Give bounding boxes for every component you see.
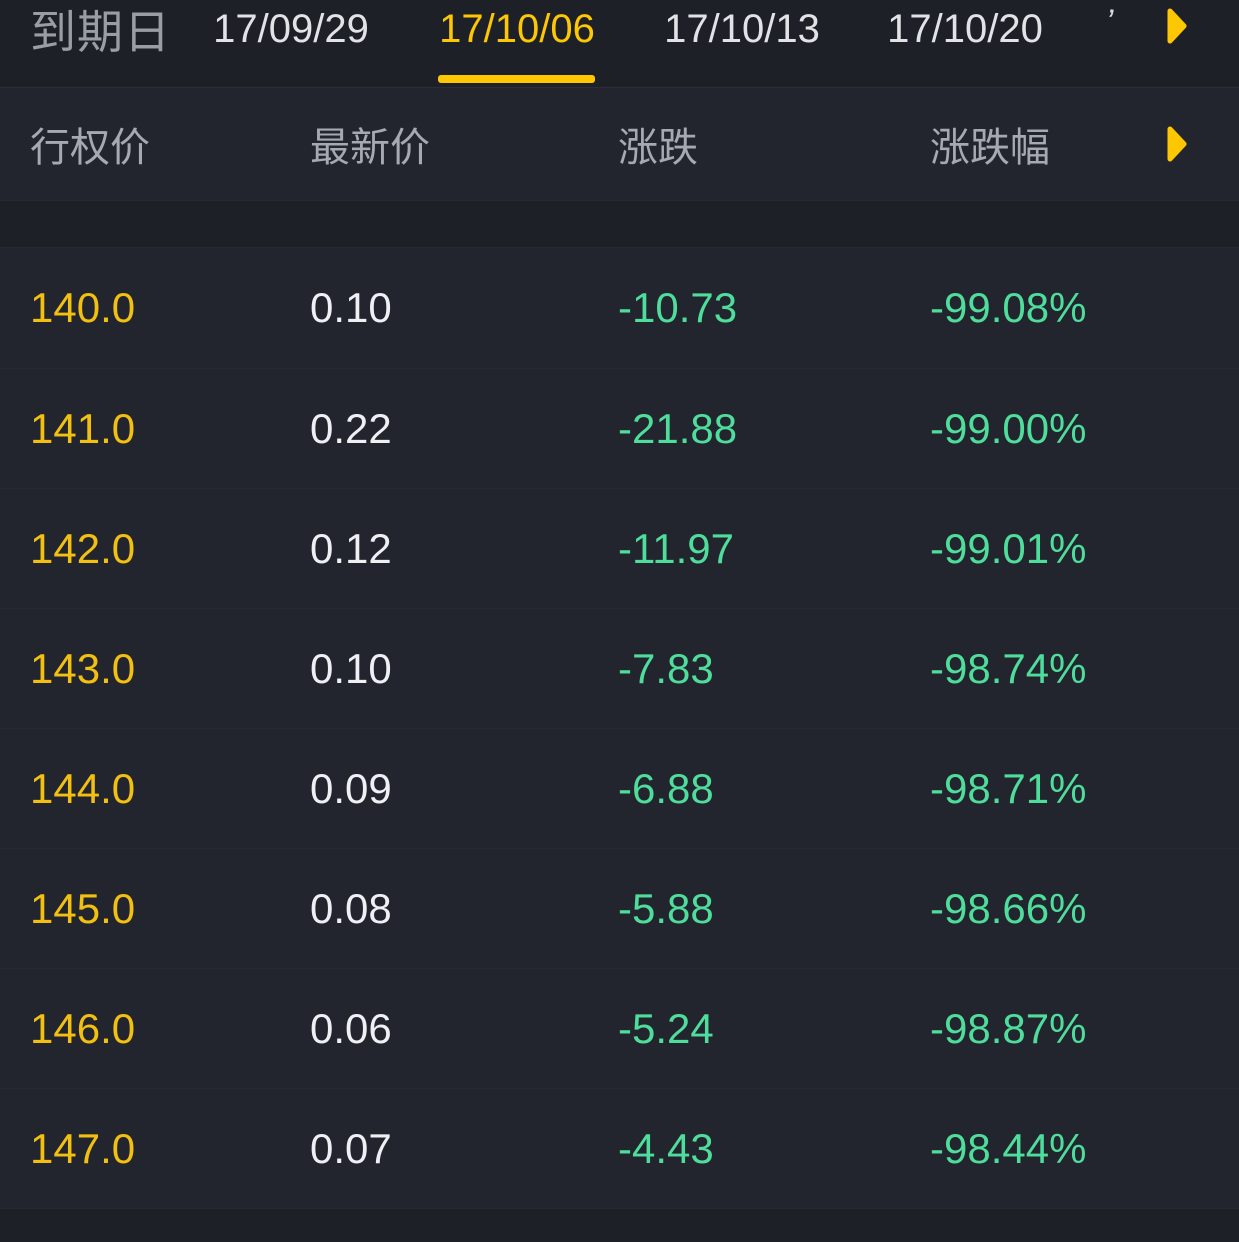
change-cell: -5.88 — [618, 884, 714, 932]
expiry-tab-3[interactable]: 17/10/20 — [887, 6, 1043, 51]
strike-cell: 141.0 — [30, 404, 136, 452]
expiry-tab-bar: 到期日 17/09/29 17/10/06 17/10/13 17/10/20 … — [0, 0, 1239, 88]
option-rows: 140.0 0.10 -10.73 -99.08% 141.0 0.22 -21… — [0, 248, 1239, 1208]
last-price-cell: 0.12 — [310, 524, 392, 572]
last-price-cell: 0.07 — [310, 1124, 392, 1172]
change-cell: -21.88 — [618, 404, 738, 452]
option-row[interactable]: 142.0 0.12 -11.97 -99.01% — [0, 488, 1239, 608]
change-cell: -11.97 — [618, 524, 734, 572]
change-cell: -6.88 — [618, 764, 714, 812]
more-columns-icon[interactable] — [1166, 124, 1188, 164]
separator-band-bottom — [0, 1208, 1239, 1242]
option-row[interactable]: 145.0 0.08 -5.88 -98.66% — [0, 848, 1239, 968]
last-price-cell: 0.06 — [310, 1004, 392, 1052]
change-pct-cell: -98.44% — [930, 1124, 1087, 1172]
change-cell: -4.43 — [618, 1124, 714, 1172]
change-pct-cell: -99.08% — [930, 284, 1087, 331]
expiry-tab-2[interactable]: 17/10/13 — [664, 6, 820, 51]
option-row[interactable]: 141.0 0.22 -21.88 -99.00% — [0, 368, 1239, 488]
column-header-strike: 行权价 — [30, 126, 150, 170]
column-header-last: 最新价 — [310, 126, 430, 170]
change-cell: -10.73 — [618, 284, 738, 331]
last-price-cell: 0.09 — [310, 764, 392, 812]
strike-cell: 144.0 — [30, 764, 136, 812]
change-pct-cell: -98.74% — [930, 644, 1087, 692]
strike-cell: 140.0 — [30, 284, 136, 331]
expiry-tab-0[interactable]: 17/09/29 — [213, 6, 369, 51]
option-row[interactable]: 146.0 0.06 -5.24 -98.87% — [0, 968, 1239, 1088]
strike-cell: 143.0 — [30, 644, 136, 692]
change-pct-cell: -99.01% — [930, 524, 1087, 572]
column-header-change-pct: 涨跌幅 — [930, 126, 1050, 170]
change-pct-cell: -99.00% — [930, 404, 1087, 452]
change-pct-cell: -98.87% — [930, 1004, 1087, 1052]
strike-cell: 146.0 — [30, 1004, 136, 1052]
more-expiries-icon[interactable] — [1166, 6, 1188, 46]
expiry-label: 到期日 — [30, 6, 171, 58]
change-pct-cell: -98.66% — [930, 884, 1087, 932]
last-price-cell: 0.08 — [310, 884, 392, 932]
last-price-cell: 0.10 — [310, 284, 392, 331]
last-price-cell: 0.22 — [310, 404, 392, 452]
option-row[interactable]: 140.0 0.10 -10.73 -99.08% — [0, 248, 1239, 368]
last-price-cell: 0.10 — [310, 644, 392, 692]
expiry-tab-1-selected[interactable]: 17/10/06 — [439, 6, 595, 51]
selected-tab-underline — [438, 75, 595, 83]
change-cell: -7.83 — [618, 644, 714, 692]
clipped-next-tab-fragment: ʼ — [1102, 3, 1117, 43]
option-row[interactable]: 144.0 0.09 -6.88 -98.71% — [0, 728, 1239, 848]
option-row[interactable]: 147.0 0.07 -4.43 -98.44% — [0, 1088, 1239, 1208]
strike-cell: 142.0 — [30, 524, 136, 572]
option-row[interactable]: 143.0 0.10 -7.83 -98.74% — [0, 608, 1239, 728]
table-header-row: 行权价 最新价 涨跌 涨跌幅 — [0, 88, 1239, 200]
change-pct-cell: -98.71% — [930, 764, 1087, 812]
separator-band-top — [0, 200, 1239, 248]
strike-cell: 147.0 — [30, 1124, 136, 1172]
column-header-change: 涨跌 — [618, 126, 698, 170]
strike-cell: 145.0 — [30, 884, 136, 932]
change-cell: -5.24 — [618, 1004, 714, 1052]
